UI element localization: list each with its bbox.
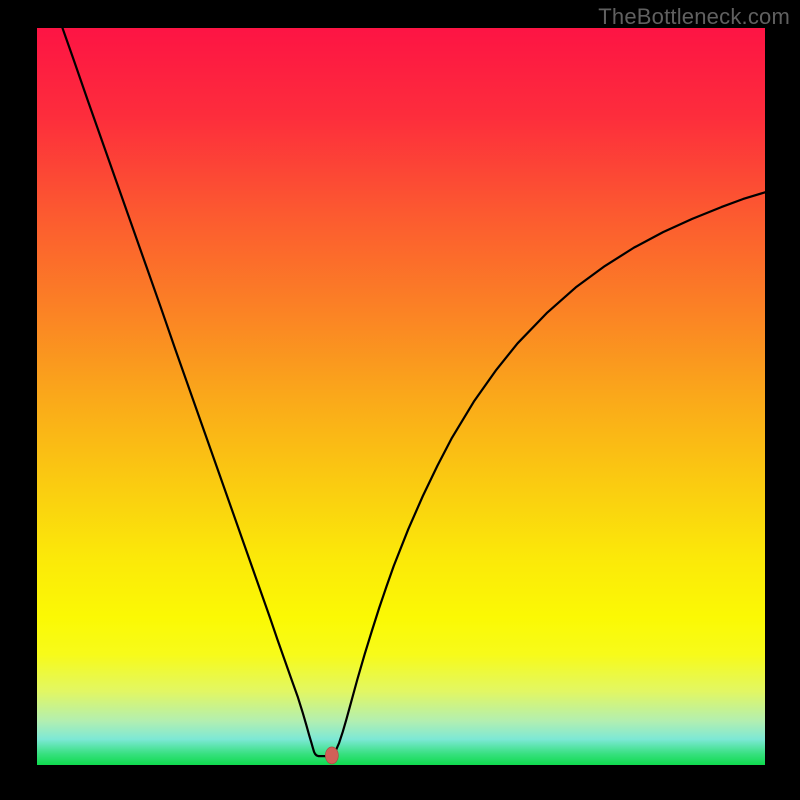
- chart-container: TheBottleneck.com: [0, 0, 800, 800]
- bottleneck-chart: [0, 0, 800, 800]
- plot-gradient-background: [37, 28, 765, 765]
- optimum-marker: [325, 747, 338, 764]
- watermark-text: TheBottleneck.com: [598, 4, 790, 30]
